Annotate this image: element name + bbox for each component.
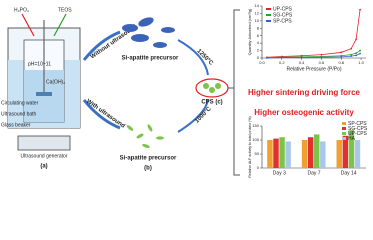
y-axis-label: Quantity Adsorbed (cm³/g) bbox=[247, 8, 252, 55]
y-tick-label: 6 bbox=[257, 33, 260, 38]
label: With ultrasound bbox=[85, 99, 126, 130]
y-tick-label: 150 bbox=[252, 123, 259, 128]
particles bbox=[203, 83, 221, 93]
route-arrow bbox=[82, 30, 121, 61]
point bbox=[359, 52, 361, 55]
point bbox=[350, 55, 353, 58]
series-line bbox=[266, 9, 361, 58]
bar bbox=[336, 140, 342, 168]
inlet-arrow bbox=[21, 13, 35, 37]
x-tick-label: Day 7 bbox=[307, 170, 320, 176]
point bbox=[350, 47, 353, 50]
y-tick-label: 50 bbox=[255, 151, 260, 156]
generator bbox=[17, 135, 71, 151]
particles bbox=[122, 17, 175, 48]
legend-swatch bbox=[342, 122, 346, 125]
point bbox=[280, 56, 283, 59]
bar bbox=[273, 138, 279, 168]
label: Glass beaker bbox=[1, 122, 31, 128]
x-tick-label: 0.6 bbox=[319, 60, 325, 65]
point bbox=[355, 54, 357, 57]
x-tick-label: Day 14 bbox=[341, 170, 357, 176]
y-tick-label: 8 bbox=[257, 25, 260, 30]
legend-label: SG-CPS bbox=[348, 126, 368, 132]
x-tick-label: 0.0 bbox=[259, 60, 265, 65]
y-tick-label: 2 bbox=[257, 48, 260, 53]
point bbox=[300, 56, 303, 59]
legend-label: SP-CPS bbox=[273, 18, 292, 24]
bar bbox=[314, 134, 320, 168]
sinter-arrow bbox=[177, 39, 209, 76]
label: (a) bbox=[40, 164, 47, 170]
x-tick-label: Day 3 bbox=[273, 170, 286, 176]
label: H₃PO₄ bbox=[14, 7, 29, 13]
stirrer-blade bbox=[36, 92, 52, 96]
label: TEOS bbox=[58, 7, 72, 13]
x-tick-label: 1.0 bbox=[358, 60, 364, 65]
point bbox=[359, 8, 361, 11]
legend-swatch bbox=[342, 127, 346, 130]
point bbox=[320, 56, 323, 59]
point bbox=[355, 38, 357, 41]
bar bbox=[279, 137, 285, 168]
x-tick-label: 0.4 bbox=[299, 60, 305, 65]
inlet-arrow bbox=[53, 13, 67, 37]
bar bbox=[285, 141, 291, 168]
point bbox=[320, 53, 323, 56]
label: Ultrasound bath bbox=[1, 111, 37, 117]
label: pH=10~11 bbox=[28, 61, 51, 67]
particles bbox=[126, 124, 164, 149]
y-tick-label: 100 bbox=[252, 137, 259, 142]
bar bbox=[320, 141, 326, 168]
claim: Higher sintering driving force bbox=[248, 88, 361, 97]
sinter-arrow bbox=[177, 99, 209, 133]
bracket bbox=[228, 9, 240, 176]
legend-swatch bbox=[266, 8, 271, 10]
y-tick-label: 4 bbox=[257, 40, 260, 45]
label: Si-apatite precursor bbox=[122, 56, 179, 62]
bar bbox=[301, 140, 308, 168]
bar bbox=[348, 130, 355, 168]
bar bbox=[342, 135, 349, 168]
claim: Higher osteogenic activity bbox=[254, 108, 354, 117]
x-tick-label: 0.8 bbox=[338, 60, 344, 65]
y-tick-label: 0 bbox=[257, 165, 260, 170]
route-arrow bbox=[82, 99, 121, 130]
bar bbox=[307, 137, 314, 168]
legend-swatch bbox=[266, 20, 271, 22]
label: (b) bbox=[144, 166, 152, 172]
label: Ultrasound generator bbox=[21, 153, 68, 159]
label: Circulating water bbox=[1, 100, 39, 106]
label: Ca(OH)₂ bbox=[46, 79, 65, 85]
y-tick-label: 10 bbox=[255, 18, 260, 23]
legend-label: SP-CPS bbox=[348, 121, 367, 127]
bar bbox=[354, 140, 361, 168]
legend-swatch bbox=[266, 14, 271, 16]
point bbox=[359, 49, 361, 52]
point bbox=[340, 51, 343, 54]
y-tick-label: 0 bbox=[257, 55, 260, 60]
legend-label: HA bbox=[348, 136, 356, 142]
y-tick-label: 12 bbox=[255, 10, 260, 15]
x-axis-label: Relative Pressure (P/Po) bbox=[286, 66, 341, 72]
y-axis-label: Relative ALP activity to total protein (… bbox=[248, 116, 252, 177]
label: Si-apatite precursor bbox=[120, 156, 177, 162]
x-tick-label: 0.2 bbox=[279, 60, 285, 65]
legend-swatch bbox=[342, 132, 346, 135]
graphical-abstract: H₃PO₄ TEOS pH=10~11 Ca(OH)₂ Circulating … bbox=[1, 3, 368, 178]
legend-label: SG-CPS bbox=[273, 12, 293, 18]
legend-label: UP-CPS bbox=[273, 6, 293, 12]
legend-label: UP-CPS bbox=[348, 131, 368, 137]
point bbox=[266, 56, 268, 59]
legend-swatch bbox=[342, 137, 346, 140]
point bbox=[340, 55, 343, 58]
bar bbox=[267, 140, 273, 168]
y-tick-label: 14 bbox=[255, 3, 260, 8]
label: CPS (c) bbox=[201, 100, 222, 106]
point bbox=[350, 53, 353, 56]
point bbox=[355, 52, 357, 55]
